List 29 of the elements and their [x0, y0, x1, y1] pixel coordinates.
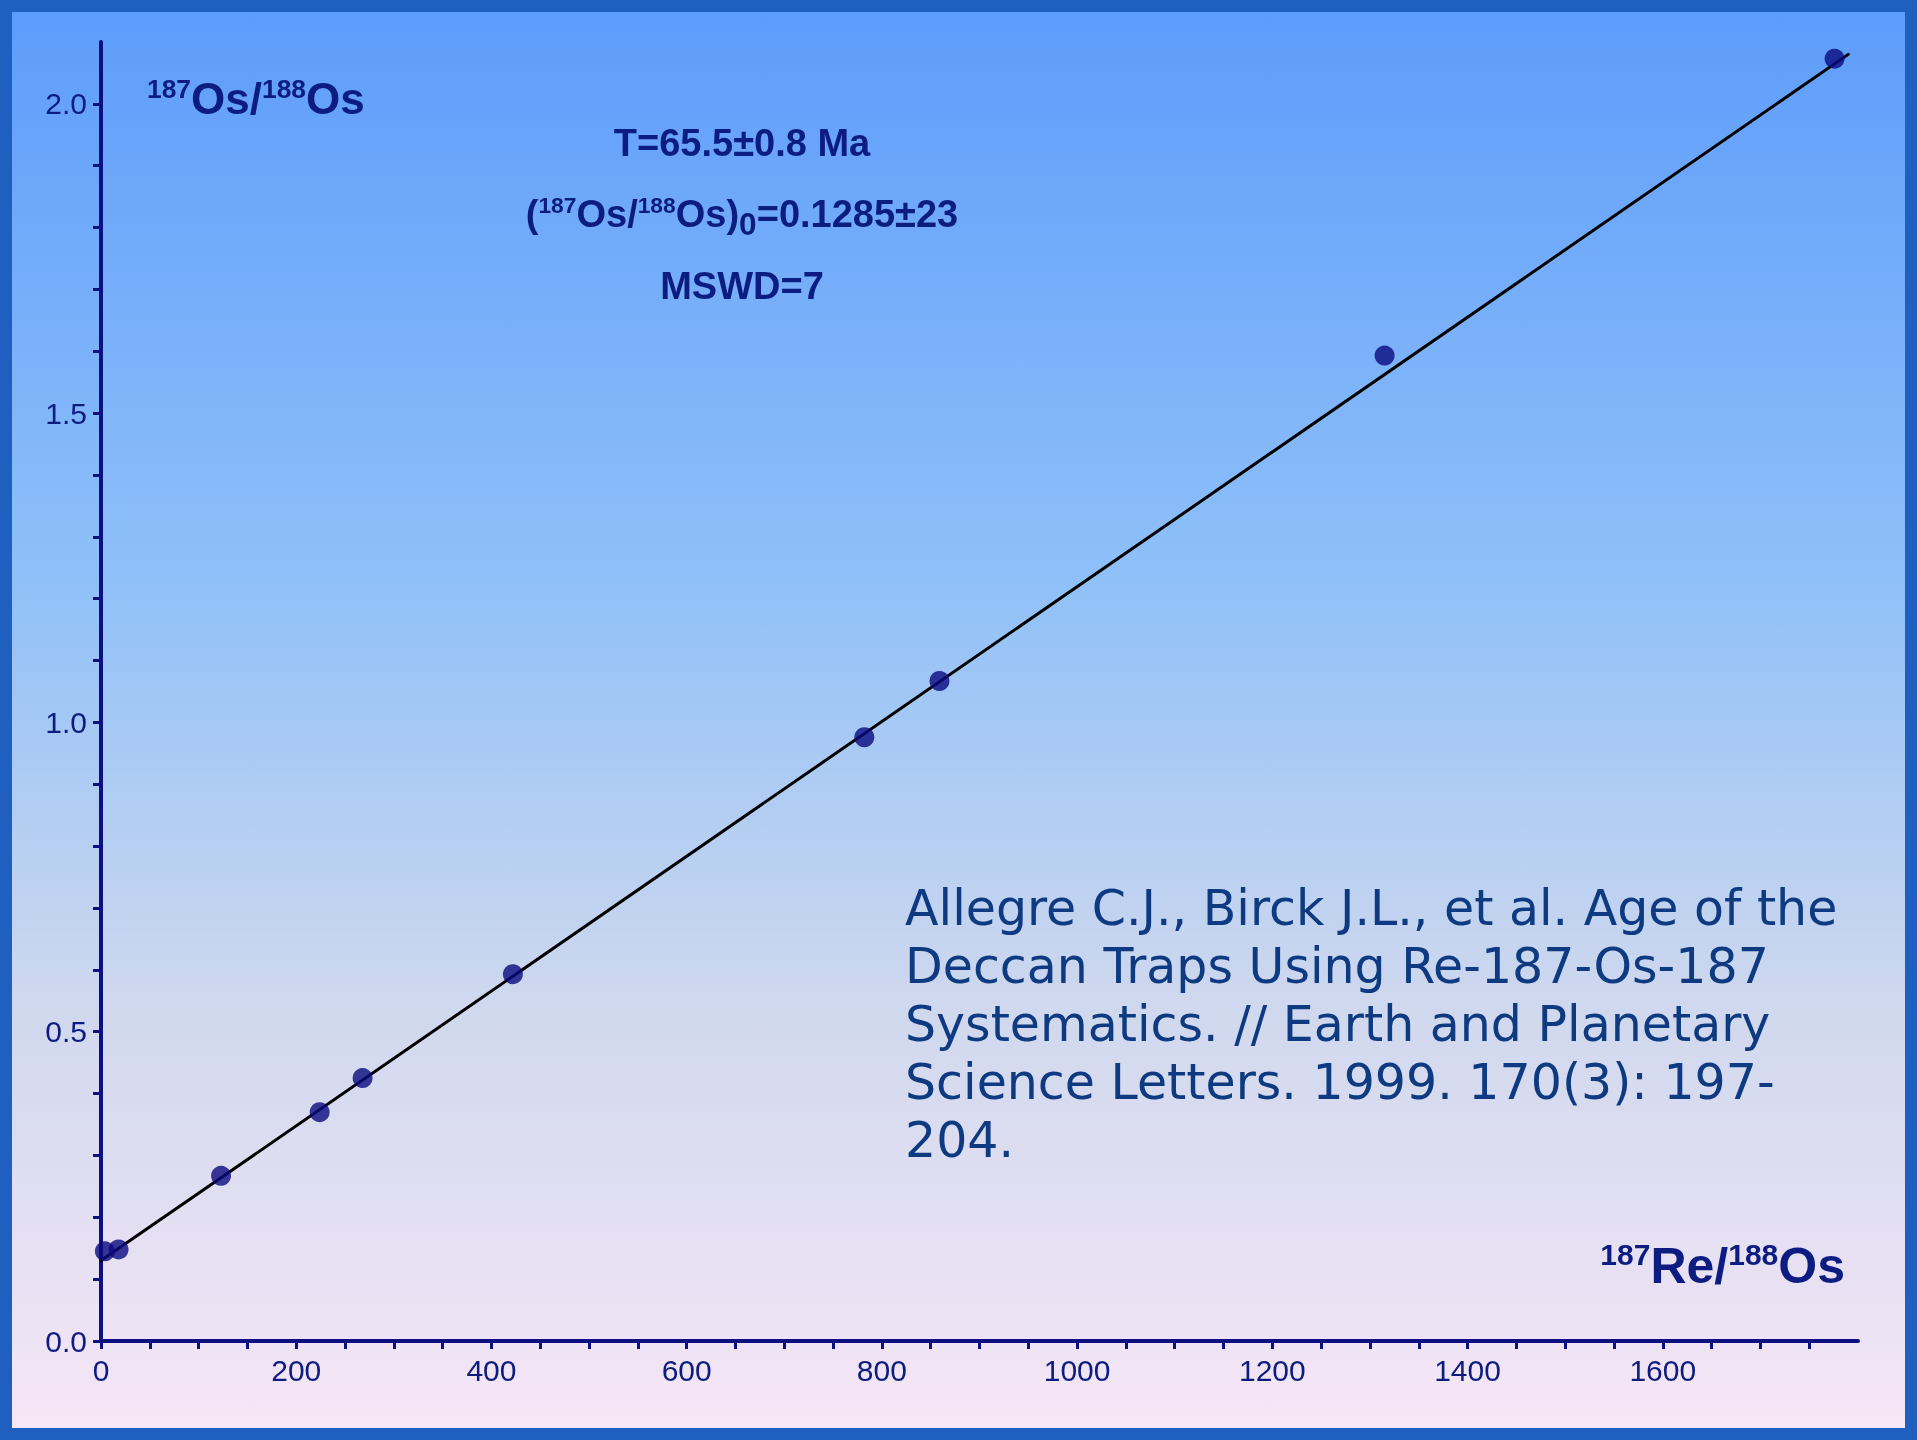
x-tick-label: 1600	[1629, 1353, 1697, 1387]
point	[309, 1102, 330, 1123]
point	[929, 670, 950, 691]
x-tick-label: 600	[661, 1353, 712, 1387]
y-tick-label: 1.0	[45, 705, 87, 739]
x-tick-label: 200	[271, 1353, 322, 1387]
point	[1374, 345, 1395, 366]
point	[211, 1165, 232, 1186]
y-tick-label: 0.5	[45, 1015, 87, 1049]
point	[1824, 48, 1845, 69]
x-tick-label: 1400	[1434, 1353, 1501, 1387]
point	[502, 964, 523, 985]
x-tick-label: 1200	[1238, 1353, 1306, 1387]
annotation: Allegre C.J., Birck J.L., et al. Age of the Deccan Traps Using Re-187-Os-187 Systematics. // Earth and Planetary Science Letters. 1999. 170(3): 197-204.	[905, 880, 1839, 1170]
point	[352, 1068, 373, 1089]
x-tick-label: 400	[466, 1353, 517, 1387]
y-axis-title: $^{187}$Os/$^{188}$Os	[147, 74, 365, 124]
annotation: ($^{187}$Os/$^{188}$Os)$_{0}$=0.1285±23	[524, 191, 960, 245]
x-tick-label: 800	[856, 1353, 907, 1387]
annotation: MSWD=7	[659, 264, 825, 310]
x-tick-label: 0	[92, 1353, 110, 1387]
annotation: T=65.5±0.8 Ma	[612, 121, 872, 166]
y-tick-label: 2.0	[45, 87, 87, 121]
point	[108, 1239, 129, 1260]
y-tick-label: 1.5	[45, 396, 87, 430]
y-tick-label: 0.0	[45, 1324, 87, 1358]
x-axis-title: $^{187}$Re/$^{188}$Os	[1600, 1237, 1845, 1295]
point	[854, 727, 875, 748]
x-tick-label: 1000	[1043, 1353, 1111, 1387]
